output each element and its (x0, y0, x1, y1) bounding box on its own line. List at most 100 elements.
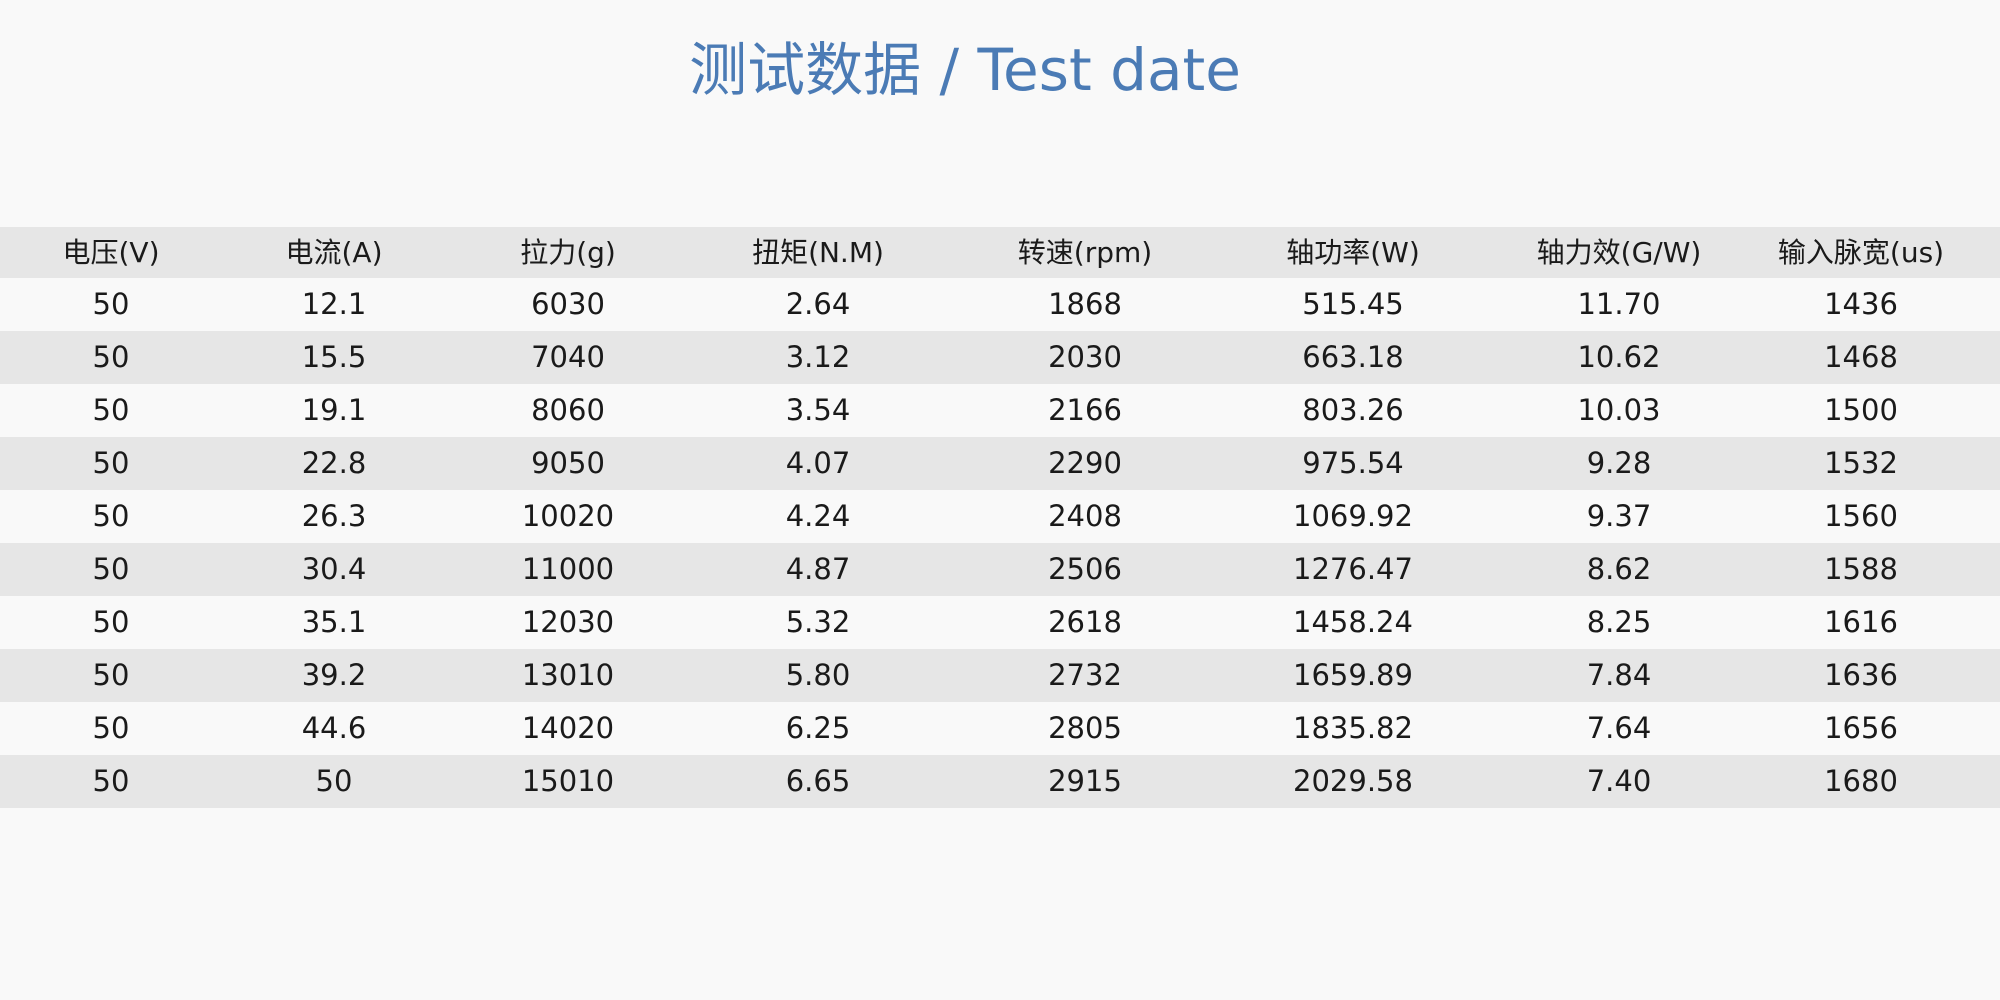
table-cell: 12030 (521, 605, 615, 639)
table-cell: 7.84 (1586, 658, 1652, 692)
table-cell: 975.54 (1302, 446, 1404, 480)
table-cell: 1500 (1824, 393, 1898, 427)
table-row: 50 19.1 8060 3.54 2166 803.26 10.03 1500 (0, 384, 2000, 437)
table-cell: 22.8 (301, 446, 367, 480)
table-cell: 35.1 (301, 605, 367, 639)
table-row: 50 39.2 13010 5.80 2732 1659.89 7.84 1636 (0, 649, 2000, 702)
column-header: 轴力效(G/W) (1536, 236, 1702, 269)
table-cell: 515.45 (1302, 287, 1404, 321)
table-cell: 3.12 (785, 340, 851, 374)
table-cell: 50 (92, 287, 130, 321)
table-cell: 10.03 (1577, 393, 1661, 427)
table-cell: 6030 (531, 287, 605, 321)
table-cell: 3.54 (785, 393, 851, 427)
table-cell: 7.64 (1586, 711, 1652, 745)
table-cell: 2166 (1048, 393, 1122, 427)
table-cell: 7.40 (1586, 764, 1652, 798)
table-cell: 1458.24 (1293, 605, 1413, 639)
table-cell: 26.3 (301, 499, 367, 533)
table-cell: 803.26 (1302, 393, 1404, 427)
table-row: 50 30.4 11000 4.87 2506 1276.47 8.62 1588 (0, 543, 2000, 596)
table-cell: 4.07 (785, 446, 851, 480)
table-row: 50 12.1 6030 2.64 1868 515.45 11.70 1436 (0, 278, 2000, 331)
table-cell: 9050 (531, 446, 605, 480)
table-cell: 1636 (1824, 658, 1898, 692)
table-cell: 1588 (1824, 552, 1898, 586)
table-cell: 1436 (1824, 287, 1898, 321)
table-cell: 1532 (1824, 446, 1898, 480)
table-cell: 9.37 (1586, 499, 1652, 533)
column-header: 扭矩(N.M) (752, 236, 884, 269)
table-cell: 9.28 (1586, 446, 1652, 480)
table-cell: 6.25 (785, 711, 851, 745)
table-cell: 50 (92, 340, 130, 374)
column-header: 拉力(g) (520, 236, 616, 269)
table-cell: 50 (92, 605, 130, 639)
table-cell: 2290 (1048, 446, 1122, 480)
table-cell: 11.70 (1577, 287, 1661, 321)
table-cell: 50 (92, 446, 130, 480)
table-cell: 2805 (1048, 711, 1122, 745)
table-cell: 1680 (1824, 764, 1898, 798)
table-cell: 4.24 (785, 499, 851, 533)
table-cell: 14020 (521, 711, 615, 745)
table-cell: 50 (92, 552, 130, 586)
table-cell: 50 (315, 764, 353, 798)
table-cell: 1659.89 (1293, 658, 1413, 692)
table-cell: 5.32 (785, 605, 851, 639)
test-data-table: 电压(V) 电流(A) 拉力(g) 扭矩(N.M) 转速(rpm) 轴功率(W) 轴力效(G… (0, 227, 2000, 808)
table-cell: 12.1 (301, 287, 367, 321)
table-cell: 2915 (1048, 764, 1122, 798)
table-cell: 30.4 (301, 552, 367, 586)
table-cell: 8.62 (1586, 552, 1652, 586)
table-cell: 8.25 (1586, 605, 1652, 639)
table-cell: 4.87 (785, 552, 851, 586)
table-cell: 1616 (1824, 605, 1898, 639)
column-header: 电流(A) (285, 236, 383, 269)
table-cell: 39.2 (301, 658, 367, 692)
table-cell: 5.80 (785, 658, 851, 692)
table-cell: 2408 (1048, 499, 1122, 533)
table-cell: 19.1 (301, 393, 367, 427)
column-header: 转速(rpm) (1017, 236, 1153, 269)
table-cell: 1560 (1824, 499, 1898, 533)
table-row: 50 50 15010 6.65 2915 2029.58 7.40 1680 (0, 755, 2000, 808)
table-row: 50 22.8 9050 4.07 2290 975.54 9.28 1532 (0, 437, 2000, 490)
table-row: 50 15.5 7040 3.12 2030 663.18 10.62 1468 (0, 331, 2000, 384)
page-title: 测试数据 / Test date (689, 36, 1241, 104)
table-cell: 1069.92 (1293, 499, 1413, 533)
table-cell: 50 (92, 393, 130, 427)
table-cell: 50 (92, 764, 130, 798)
table-cell: 2506 (1048, 552, 1122, 586)
table-cell: 10.62 (1577, 340, 1661, 374)
column-header: 轴功率(W) (1286, 236, 1420, 269)
table-cell: 2029.58 (1293, 764, 1413, 798)
table-cell: 50 (92, 711, 130, 745)
table-cell: 11000 (521, 552, 615, 586)
column-header: 输入脉宽(us) (1777, 236, 1945, 269)
table-cell: 50 (92, 499, 130, 533)
table-header-row: 电压(V) 电流(A) 拉力(g) 扭矩(N.M) 转速(rpm) 轴功率(W) 轴力效(G… (0, 227, 2000, 278)
table-row: 50 44.6 14020 6.25 2805 1835.82 7.64 1656 (0, 702, 2000, 755)
table-cell: 15.5 (301, 340, 367, 374)
table-cell: 1868 (1048, 287, 1122, 321)
table-cell: 13010 (521, 658, 615, 692)
table-cell: 2618 (1048, 605, 1122, 639)
table-cell: 2732 (1048, 658, 1122, 692)
table-cell: 2030 (1048, 340, 1122, 374)
table-cell: 15010 (521, 764, 615, 798)
table-cell: 1835.82 (1293, 711, 1413, 745)
table-cell: 44.6 (301, 711, 367, 745)
table-cell: 2.64 (785, 287, 851, 321)
table-row: 50 26.3 10020 4.24 2408 1069.92 9.37 1560 (0, 490, 2000, 543)
table-cell: 8060 (531, 393, 605, 427)
table-cell: 663.18 (1302, 340, 1404, 374)
table-row: 50 35.1 12030 5.32 2618 1458.24 8.25 1616 (0, 596, 2000, 649)
table-cell: 10020 (521, 499, 615, 533)
column-header: 电压(V) (62, 236, 160, 269)
table-cell: 50 (92, 658, 130, 692)
table-cell: 1656 (1824, 711, 1898, 745)
table-cell: 1468 (1824, 340, 1898, 374)
table-cell: 6.65 (785, 764, 851, 798)
table-cell: 7040 (531, 340, 605, 374)
